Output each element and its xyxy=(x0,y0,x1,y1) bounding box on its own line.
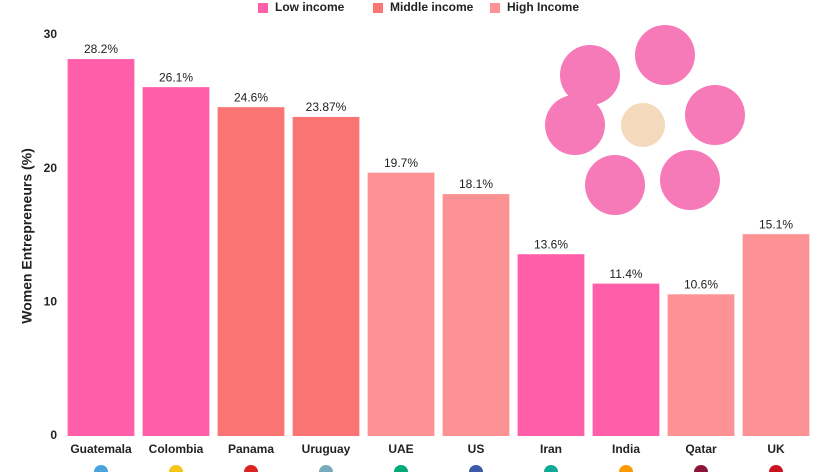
illustration xyxy=(545,25,745,215)
value-label: 28.2% xyxy=(84,42,118,56)
value-label: 11.4% xyxy=(609,267,642,281)
bar xyxy=(292,116,360,436)
bar xyxy=(142,87,210,436)
bar xyxy=(517,254,585,436)
legend-label: Low income xyxy=(275,0,345,14)
bar xyxy=(367,172,435,436)
legend-swatch xyxy=(490,3,500,13)
bar xyxy=(667,294,735,436)
value-label: 26.1% xyxy=(159,70,193,84)
value-label: 23.87% xyxy=(306,100,347,114)
legend-swatch xyxy=(258,3,268,13)
x-tick-label: US xyxy=(468,442,485,456)
y-tick-label: 20 xyxy=(44,161,58,175)
flag-icon xyxy=(319,465,333,472)
x-tick-label: Guatemala xyxy=(70,442,132,456)
x-tick-label: UK xyxy=(767,442,785,456)
flag-icon xyxy=(469,465,483,472)
flag-icon xyxy=(169,465,183,472)
legend-swatch xyxy=(373,3,383,13)
value-label: 24.6% xyxy=(234,90,268,104)
bar xyxy=(217,107,285,437)
bar xyxy=(742,234,810,436)
value-label: 18.1% xyxy=(459,177,493,191)
flag-icon xyxy=(394,465,408,472)
bar xyxy=(592,283,660,436)
value-label: 15.1% xyxy=(759,217,793,231)
y-axis-label: Women Entrepreneurs (%) xyxy=(19,148,35,324)
x-tick-label: Colombia xyxy=(149,442,204,456)
x-tick-label: India xyxy=(612,442,640,456)
bar xyxy=(442,194,510,436)
y-tick-label: 30 xyxy=(44,27,58,41)
x-tick-label: UAE xyxy=(388,442,413,456)
legend-label: Middle income xyxy=(390,0,474,14)
x-tick-label: Iran xyxy=(540,442,562,456)
y-tick-label: 10 xyxy=(44,295,58,309)
value-label: 19.7% xyxy=(384,156,418,170)
flag-icon xyxy=(694,465,708,472)
flag-icon xyxy=(544,465,558,472)
x-tick-label: Uruguay xyxy=(302,442,351,456)
flag-icon xyxy=(94,465,108,472)
x-tick-label: Qatar xyxy=(685,442,717,456)
flag-icon xyxy=(619,465,633,472)
bar xyxy=(67,59,135,437)
value-label: 10.6% xyxy=(684,277,718,291)
y-tick-label: 0 xyxy=(50,428,57,442)
x-tick-label: Panama xyxy=(228,442,274,456)
flag-icon xyxy=(769,465,783,472)
legend-label: High Income xyxy=(507,0,579,14)
value-label: 13.6% xyxy=(534,237,568,251)
flag-icon xyxy=(244,465,258,472)
